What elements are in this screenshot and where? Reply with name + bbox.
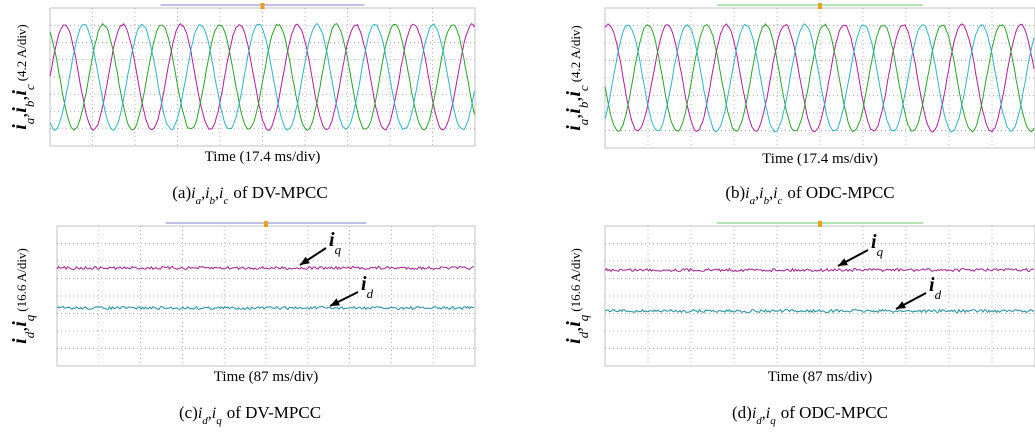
- current-subscript: q: [22, 314, 37, 321]
- current-subscript: q: [216, 415, 222, 427]
- current-subscript: c: [778, 195, 783, 207]
- caption-tag: (b): [725, 183, 745, 202]
- caption-method: of DV-MPCC: [227, 403, 321, 422]
- caption: (c)id,iqof DV-MPCC: [179, 403, 321, 427]
- x-axis-label: Time (87 ms/div): [768, 369, 872, 385]
- current-subscript: q: [335, 242, 342, 257]
- x-axis-label: Time (87 ms/div): [214, 369, 318, 385]
- y-axis-scale: (4.2 A/div): [14, 24, 29, 81]
- caption-method: of DV-MPCC: [233, 183, 327, 202]
- trigger-marker: [818, 221, 822, 227]
- x-axis-label: Time (17.4 ms/div): [762, 151, 878, 167]
- current-subscript: c: [224, 195, 229, 207]
- trigger-marker: [261, 3, 265, 9]
- caption-method: of ODC-MPCC: [787, 183, 894, 202]
- current-subscript: q: [770, 415, 776, 427]
- y-axis-scale: (16.6 A/div): [14, 248, 29, 312]
- figure: Time (17.4 ms/div)ia,ib,ic(4.2 A/div)(a)…: [0, 0, 1035, 438]
- y-axis-label: id,iq(16.6 A/div): [9, 248, 37, 344]
- page: Time (17.4 ms/div)ia,ib,ic(4.2 A/div)(a)…: [0, 0, 1035, 438]
- current-subscript: d: [367, 286, 374, 301]
- y-axis-label: ia,ib,ic(4.2 A/div): [563, 25, 591, 131]
- y-axis-label: ia,ib,ic(4.2 A/div): [9, 24, 37, 130]
- caption-method: of ODC-MPCC: [781, 403, 888, 422]
- caption-tag: (c): [179, 403, 198, 422]
- y-axis-label: id,iq(16.6 A/div): [563, 248, 591, 344]
- caption-tag: (d): [732, 403, 752, 422]
- y-axis-scale: (4.2 A/div): [568, 25, 583, 82]
- current-subscript: q: [877, 244, 884, 259]
- trigger-marker: [818, 3, 822, 9]
- caption-tag: (a): [172, 183, 191, 202]
- y-axis-scale: (16.6 A/div): [568, 248, 583, 312]
- x-axis-label: Time (17.4 ms/div): [205, 149, 321, 165]
- trigger-marker: [264, 221, 268, 227]
- current-subscript: c: [576, 85, 591, 91]
- current-subscript: d: [935, 287, 942, 302]
- current-subscript: c: [22, 84, 37, 90]
- current-subscript: q: [576, 314, 591, 321]
